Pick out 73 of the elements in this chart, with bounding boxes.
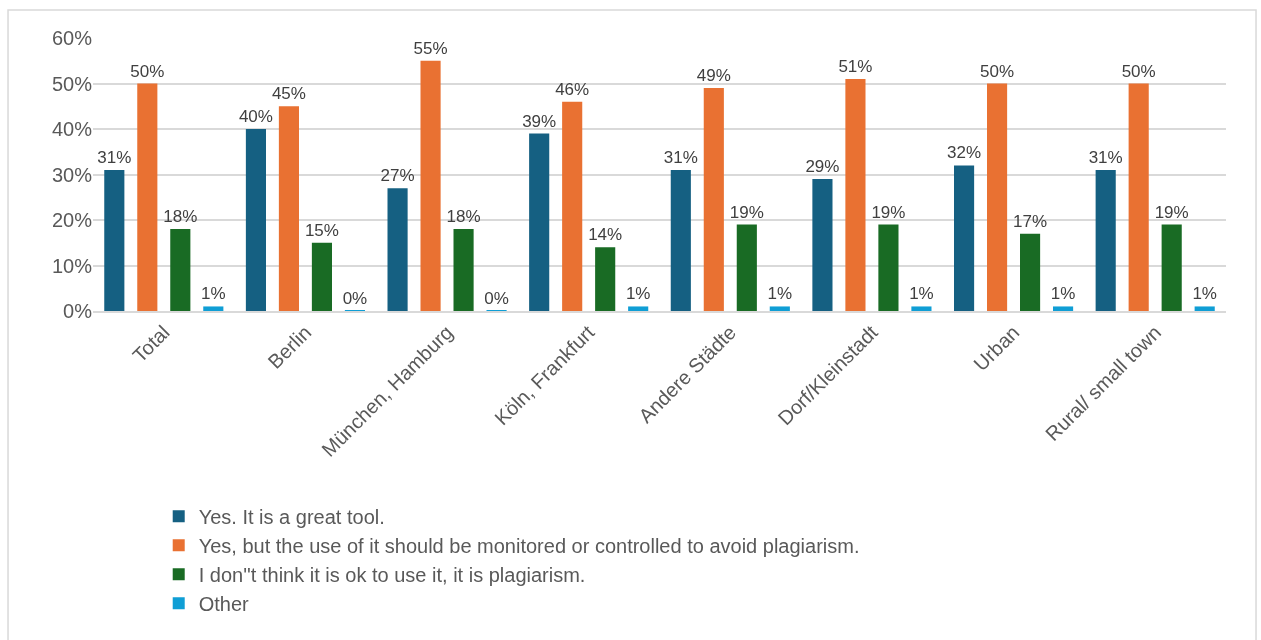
- bar: [529, 133, 550, 311]
- data-label: 1%: [201, 284, 226, 304]
- y-tick-label: 50%: [51, 72, 93, 95]
- bar: [954, 165, 975, 311]
- legend-label: Yes, but the use of it should be monitored or controlled to avoid plagiarism.: [198, 534, 860, 557]
- data-label: 1%: [909, 284, 934, 304]
- data-label: 1%: [1192, 284, 1217, 304]
- data-label: 19%: [1154, 202, 1189, 222]
- y-tick-label: 60%: [51, 27, 93, 49]
- bar: [987, 83, 1008, 311]
- data-label: 0%: [484, 289, 509, 308]
- bar: [420, 60, 441, 311]
- legend-label: Other: [198, 592, 250, 615]
- bar: [1128, 83, 1149, 311]
- y-tick-label: 40%: [51, 118, 93, 140]
- bar: [562, 101, 583, 311]
- data-label: 51%: [838, 56, 873, 76]
- bar: [736, 224, 757, 311]
- bar: [845, 78, 866, 311]
- data-label: 50%: [130, 61, 165, 81]
- bar: [387, 188, 408, 311]
- data-label: 14%: [588, 225, 623, 245]
- bar: [769, 306, 790, 311]
- legend-label: Yes. It is a great tool.: [198, 505, 385, 528]
- bar: [104, 169, 125, 311]
- y-tick-label: 30%: [51, 163, 93, 186]
- bar: [628, 306, 649, 311]
- bar: [1020, 233, 1041, 311]
- data-label: 32%: [947, 143, 982, 163]
- data-label: 49%: [696, 66, 731, 86]
- data-label: 31%: [97, 147, 132, 167]
- bar: [1161, 224, 1182, 311]
- bar: [1194, 306, 1215, 311]
- data-label: 17%: [1013, 211, 1048, 231]
- bar: [203, 306, 224, 311]
- bar: [137, 83, 158, 311]
- data-label: 31%: [1088, 147, 1123, 167]
- bar: [453, 229, 474, 311]
- data-label: 19%: [871, 202, 906, 222]
- y-tick-label: 20%: [51, 209, 93, 231]
- y-tick-label: 10%: [51, 254, 93, 277]
- bar: [1053, 306, 1074, 311]
- data-label: 39%: [522, 111, 557, 131]
- data-label: 27%: [380, 166, 415, 186]
- data-label: 19%: [729, 202, 764, 222]
- legend-label: I don''t think it is ok to use it, it is plagiarism.: [198, 563, 586, 586]
- bar: [278, 106, 299, 311]
- data-label: 0%: [342, 289, 368, 308]
- data-label: 46%: [555, 79, 590, 99]
- bar: [670, 169, 691, 311]
- data-label: 18%: [163, 207, 198, 227]
- data-label: 18%: [446, 207, 481, 227]
- data-label: 45%: [271, 84, 306, 104]
- data-label: 15%: [304, 220, 339, 240]
- bar: [878, 224, 899, 311]
- bar: [1095, 169, 1116, 311]
- bar: [911, 306, 932, 311]
- data-label: 55%: [413, 38, 448, 58]
- data-label: 40%: [238, 107, 273, 126]
- data-label: 29%: [805, 157, 840, 177]
- data-label: 50%: [1121, 61, 1156, 81]
- bar: [812, 179, 833, 311]
- bar: [311, 242, 332, 311]
- bar: [170, 229, 191, 311]
- bar: [703, 88, 724, 311]
- data-label: 50%: [980, 61, 1015, 81]
- y-tick-label: 0%: [63, 300, 93, 322]
- data-label: 1%: [767, 284, 793, 304]
- data-label: 1%: [625, 284, 651, 304]
- data-label: 31%: [663, 147, 698, 167]
- bar: [245, 129, 266, 311]
- data-label: 1%: [1050, 284, 1076, 304]
- bar: [595, 247, 616, 311]
